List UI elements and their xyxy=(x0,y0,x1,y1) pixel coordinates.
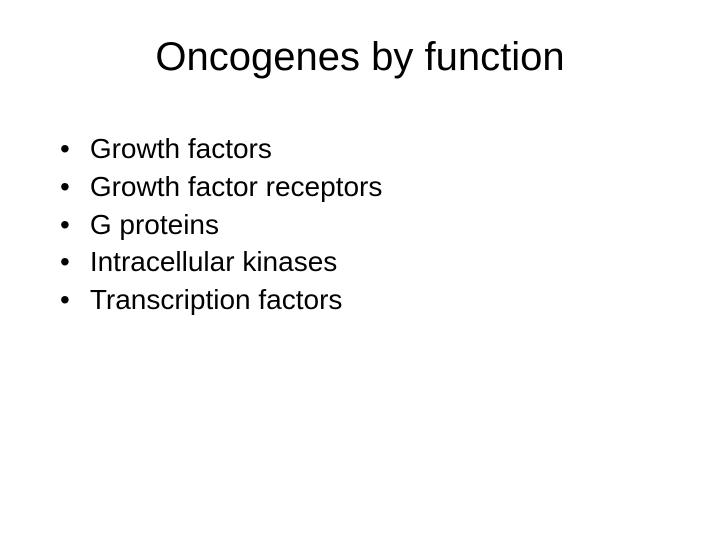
slide-title: Oncogenes by function xyxy=(50,35,670,80)
bullet-icon: • xyxy=(60,206,70,244)
bullet-icon: • xyxy=(60,168,70,206)
list-item: • G proteins xyxy=(60,206,670,244)
bullet-text: Growth factor receptors xyxy=(90,168,670,206)
bullet-text: G proteins xyxy=(90,206,670,244)
bullet-text: Transcription factors xyxy=(90,281,670,319)
bullet-text: Intracellular kinases xyxy=(90,243,670,281)
list-item: • Growth factors xyxy=(60,130,670,168)
bullet-text: Growth factors xyxy=(90,130,670,168)
list-item: • Intracellular kinases xyxy=(60,243,670,281)
bullet-list: • Growth factors • Growth factor recepto… xyxy=(50,130,670,319)
list-item: • Growth factor receptors xyxy=(60,168,670,206)
list-item: • Transcription factors xyxy=(60,281,670,319)
bullet-icon: • xyxy=(60,243,70,281)
bullet-icon: • xyxy=(60,130,70,168)
bullet-icon: • xyxy=(60,281,70,319)
slide-container: Oncogenes by function • Growth factors •… xyxy=(0,0,720,540)
